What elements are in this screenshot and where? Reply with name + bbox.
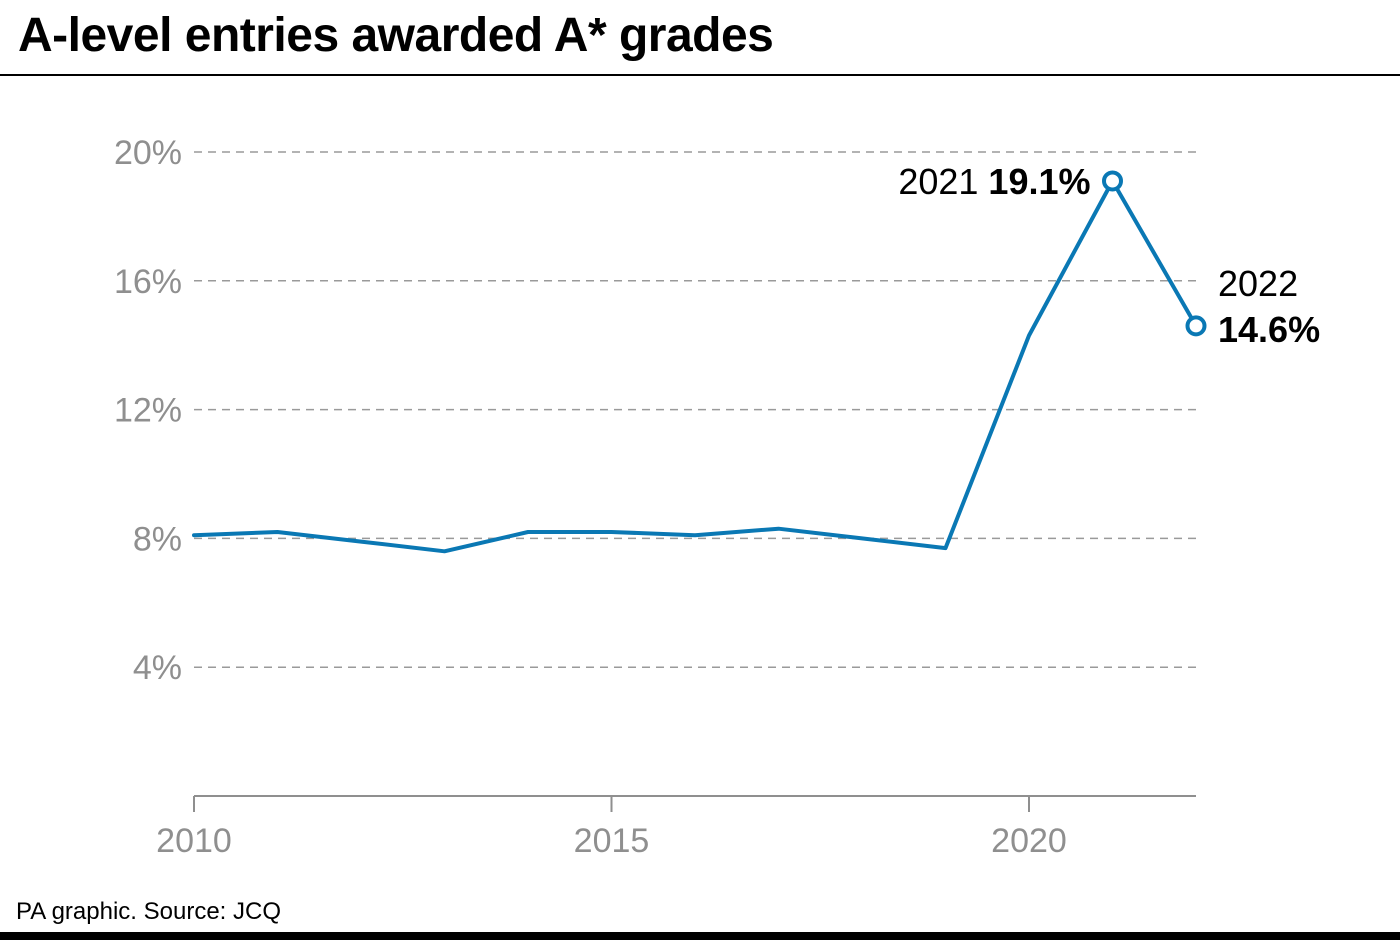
line-chart: 4% 8% 12% 16% 20% 2010 2015 2020 2021 19.1% 2022 1…	[114, 134, 1320, 860]
marker-2021	[1102, 170, 1123, 192]
source-note: PA graphic. Source: JCQ	[16, 898, 282, 925]
x-tick-label: 2015	[574, 822, 650, 860]
annotation-2021: 2021 19.1%	[898, 161, 1090, 202]
series-line	[192, 179, 1198, 554]
bottom-divider	[0, 932, 1400, 940]
title-divider	[0, 74, 1400, 76]
x-tick-label: 2010	[156, 822, 232, 860]
annotation-2021-year: 2021	[898, 161, 988, 202]
annotation-2022-year: 2022	[1218, 263, 1298, 304]
y-tick-label: 16%	[114, 263, 182, 301]
y-tick-label: 4%	[133, 649, 182, 687]
x-tick-label: 2020	[991, 822, 1067, 860]
annotation-2021-value: 19.1%	[988, 161, 1090, 202]
chart-title: A-level entries awarded A* grades	[18, 9, 774, 62]
y-tick-label: 8%	[133, 520, 182, 558]
y-tick-label: 20%	[114, 134, 182, 172]
annotation-2022-value: 14.6%	[1218, 309, 1320, 350]
marker-2022	[1185, 315, 1207, 337]
y-tick-label: 12%	[114, 392, 182, 430]
